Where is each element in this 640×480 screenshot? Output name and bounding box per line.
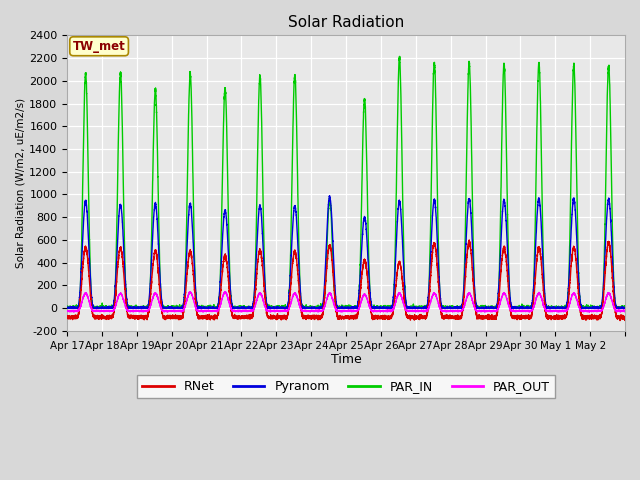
Y-axis label: Solar Radiation (W/m2, uE/m2/s): Solar Radiation (W/m2, uE/m2/s) — [15, 98, 25, 268]
Title: Solar Radiation: Solar Radiation — [288, 15, 404, 30]
Legend: RNet, Pyranom, PAR_IN, PAR_OUT: RNet, Pyranom, PAR_IN, PAR_OUT — [137, 375, 555, 398]
X-axis label: Time: Time — [331, 353, 362, 366]
Text: TW_met: TW_met — [73, 40, 125, 53]
